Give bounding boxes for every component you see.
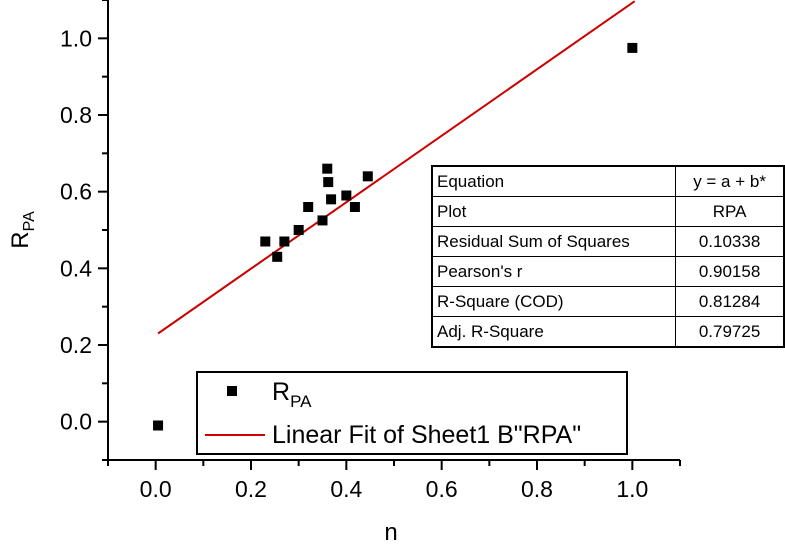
fit-statistics-body: Equation y = a + b* Plot RPA Residual Sum of…: [431, 165, 785, 348]
legend-label-fit: Linear Fit of Sheet1 B"RPA": [272, 421, 581, 449]
fit-statistics-table: Equation y = a + b* Plot RPA Residual Sum of…: [431, 165, 785, 348]
stats-row: Equation y = a + b*: [431, 165, 785, 197]
y-tick-label: 0.8: [60, 102, 92, 128]
data-point: [153, 420, 164, 431]
data-point: [322, 163, 333, 174]
x-tick-label: 0.6: [426, 476, 458, 502]
stats-label: R-Square (COD): [431, 286, 677, 317]
legend-box: [196, 371, 628, 455]
tick-labels: 0.0 0.2 0.4 0.6 0.8 1.0 0.0 0.2 0.4 0.6 0.8 1.0: [60, 25, 648, 502]
fit-line-group: [157, 0, 636, 335]
stats-row: Pearson's r 0.90158: [431, 256, 785, 287]
stats-row: R-Square (COD) 0.81284: [431, 286, 785, 317]
stats-label: Pearson's r: [431, 256, 677, 287]
data-point: [326, 194, 337, 205]
legend-marker-square: [227, 386, 237, 396]
stats-value: 0.90158: [675, 256, 785, 287]
y-tick-label: 1.0: [60, 25, 92, 51]
linear-fit-line: [157, 0, 636, 335]
stats-value: 0.79725: [675, 316, 785, 348]
legend-label-rpa-main: R: [272, 378, 290, 406]
y-tick-label: 0.4: [60, 255, 92, 281]
data-points: [153, 42, 638, 431]
data-point: [272, 251, 283, 262]
stats-value: y = a + b*: [675, 165, 785, 197]
x-tick-label: 0.8: [521, 476, 553, 502]
legend-label-rpa: RPA: [272, 378, 312, 411]
stats-label: Plot: [431, 196, 677, 227]
data-point: [362, 171, 373, 182]
stats-value: 0.10338: [675, 226, 785, 257]
data-point: [303, 202, 314, 212]
stats-row: Adj. R-Square 0.79725: [431, 316, 785, 348]
data-point: [349, 202, 360, 212]
y-tick-label: 0.0: [60, 409, 92, 435]
data-point: [260, 236, 271, 247]
y-axis-title-main: R: [7, 231, 34, 248]
x-tick-label: 0.2: [235, 476, 267, 502]
stats-label: Adj. R-Square: [431, 316, 677, 348]
y-axis-title: RPA: [7, 211, 38, 249]
y-tick-label: 0.2: [60, 332, 92, 358]
legend: RPA Linear Fit of Sheet1 B"RPA": [196, 371, 628, 455]
data-point: [279, 236, 290, 247]
x-axis-title: n: [384, 519, 397, 545]
stats-label: Residual Sum of Squares: [431, 226, 677, 257]
stats-value: 0.81284: [675, 286, 785, 317]
legend-label-rpa-sub: PA: [290, 392, 312, 411]
stats-row: Residual Sum of Squares 0.10338: [431, 226, 785, 257]
data-point: [317, 215, 328, 226]
x-tick-label: 0.4: [330, 476, 362, 502]
stats-label: Equation: [431, 165, 677, 197]
x-tick-label: 0.0: [140, 476, 172, 502]
data-point: [627, 42, 638, 53]
stats-value: RPA: [675, 196, 785, 227]
data-point: [323, 177, 334, 188]
y-axis-title-sub: PA: [21, 211, 38, 231]
ticks: [98, 0, 681, 470]
stats-row: Plot RPA: [431, 196, 785, 227]
x-tick-label: 1.0: [616, 476, 648, 502]
data-point: [293, 225, 304, 235]
data-point: [341, 190, 352, 201]
y-tick-label: 0.6: [60, 179, 92, 205]
